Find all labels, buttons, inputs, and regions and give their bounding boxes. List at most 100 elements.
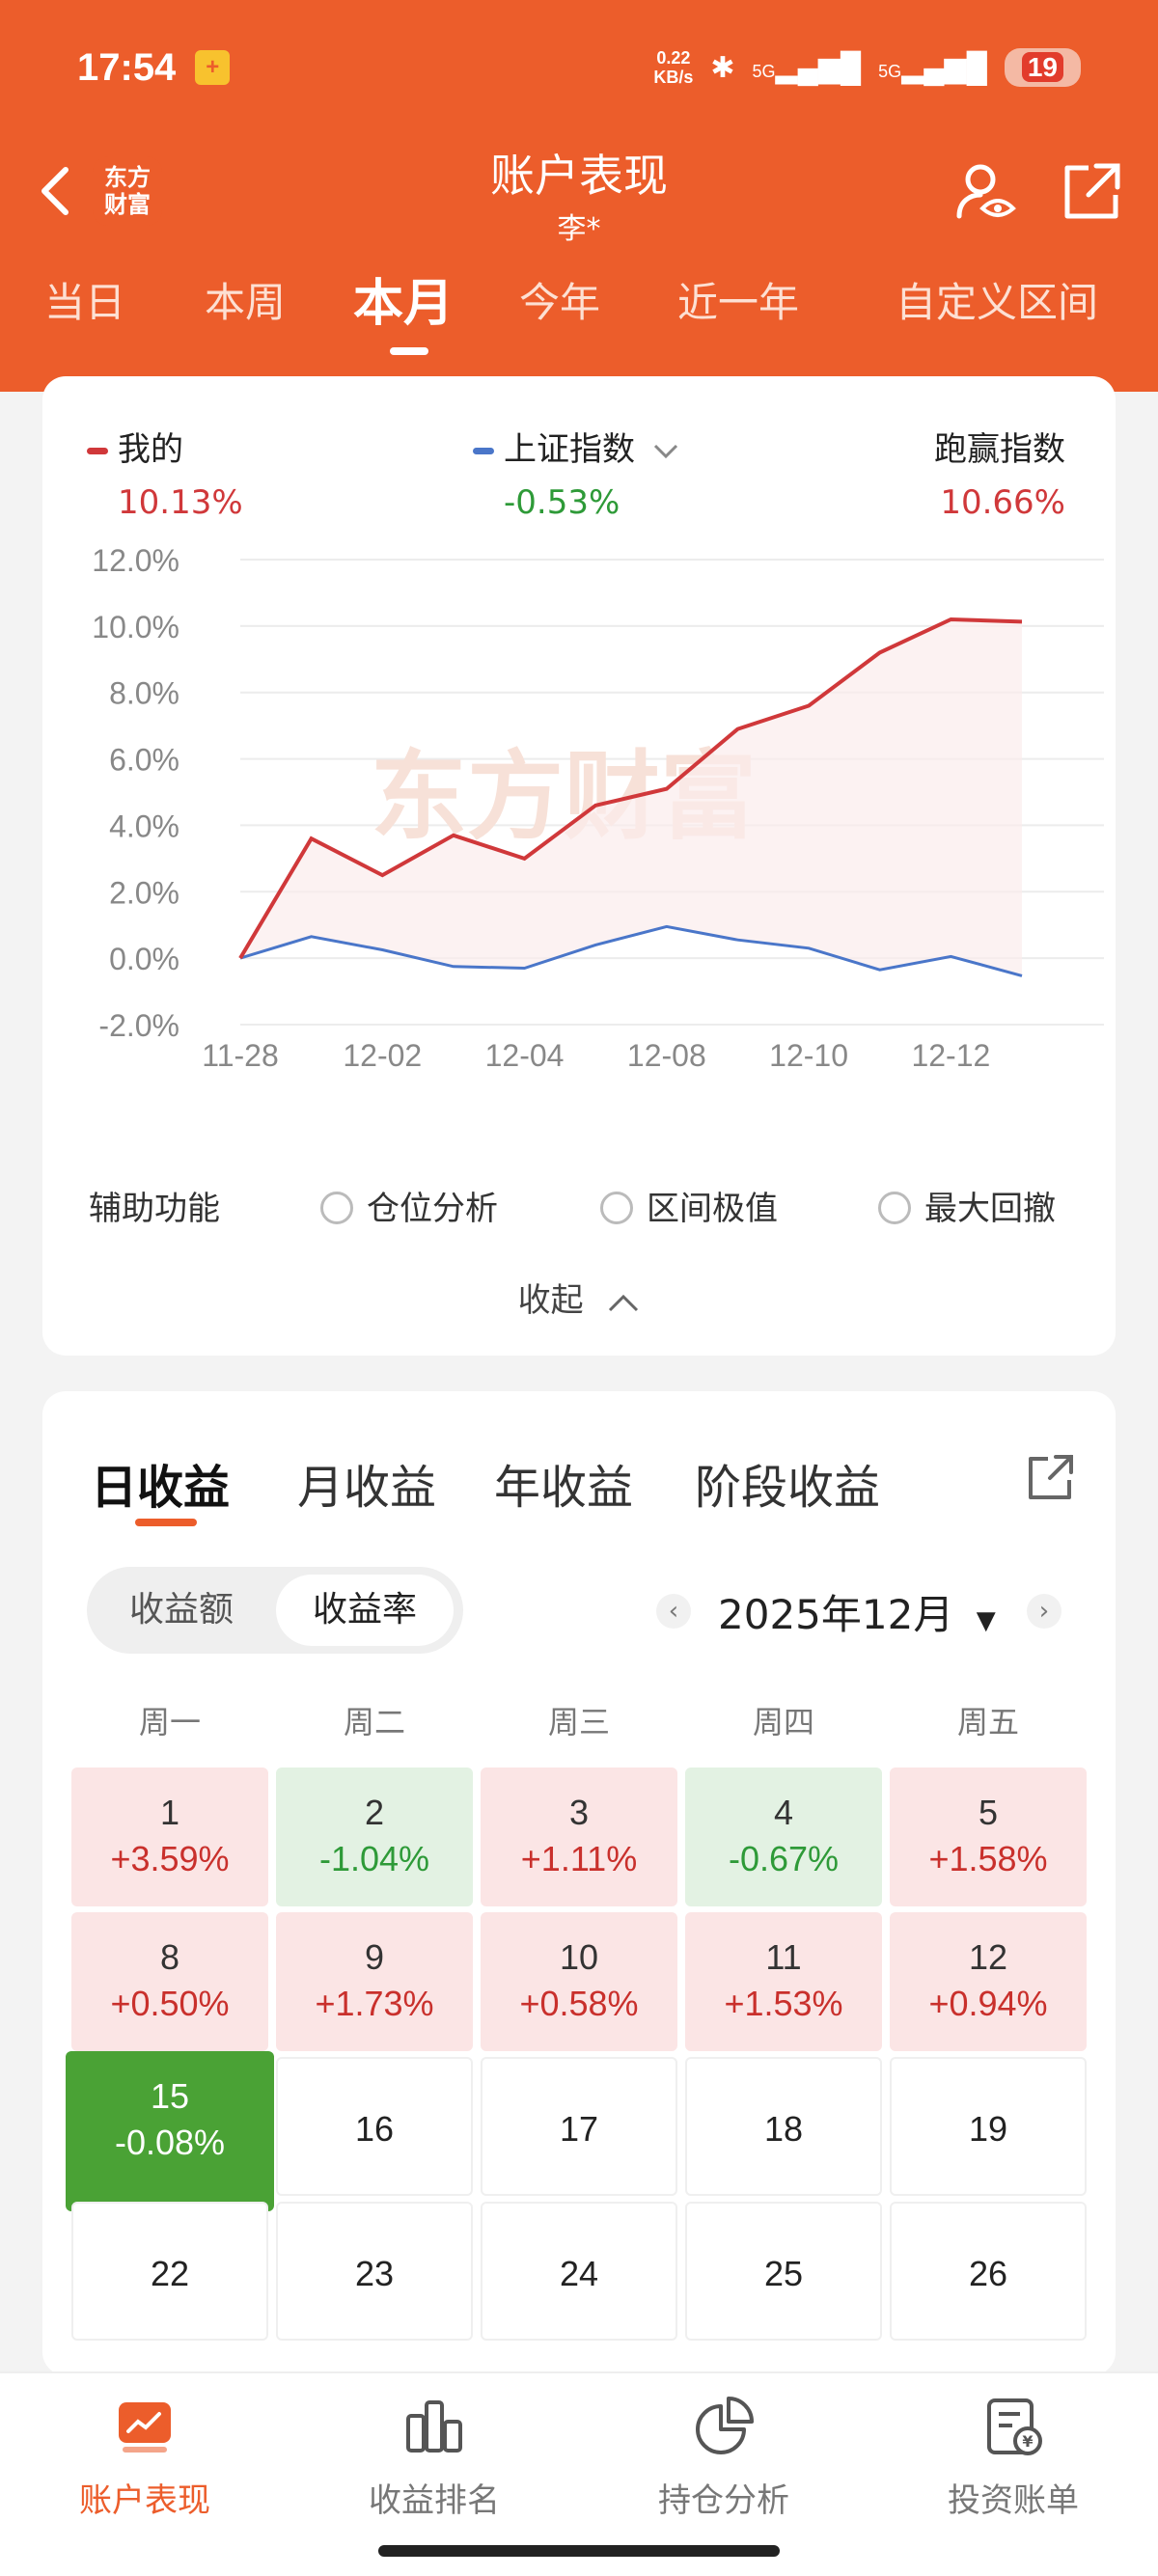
aux-label: 辅助功能: [89, 1190, 220, 1228]
aux-option-label: 区间极值: [647, 1190, 778, 1228]
legend-beat-value: 10.66%: [940, 483, 1065, 522]
nav-account-performance[interactable]: 账户表现: [0, 2393, 290, 2521]
tab-week[interactable]: 本周: [205, 279, 287, 326]
day-return: +1.58%: [928, 1839, 1048, 1878]
day-return: +3.59%: [110, 1839, 230, 1878]
title-bar: 东方 财富 账户表现 李*: [0, 135, 1158, 251]
calendar-day-16[interactable]: 16: [276, 2057, 473, 2196]
calendar-day-25[interactable]: 25: [685, 2202, 882, 2341]
calendar-day-2[interactable]: 2 -1.04%: [276, 1768, 473, 1906]
aux-option-position[interactable]: 仓位分析: [320, 1182, 498, 1229]
day-number: 23: [354, 2254, 395, 2293]
aux-option-label: 最大回撤: [924, 1190, 1056, 1228]
tab-custom-range[interactable]: 自定义区间: [896, 279, 1099, 326]
earnings-tab-indicator: [135, 1519, 197, 1526]
x-tick-label: 12-08: [627, 1038, 706, 1071]
tab-yearly-earnings[interactable]: 年收益: [494, 1461, 634, 1515]
calendar-day-19[interactable]: 19: [890, 2057, 1087, 2196]
calendar-day-12[interactable]: 12 +0.94%: [890, 1912, 1087, 2051]
tab-daily-earnings[interactable]: 日收益: [91, 1461, 231, 1515]
day-number: 4: [773, 1793, 794, 1832]
calendar-day-9[interactable]: 9 +1.73%: [276, 1912, 473, 2051]
toggle-rate[interactable]: 收益率: [276, 1575, 454, 1646]
day-number: 15: [150, 2076, 190, 2116]
toggle-amount[interactable]: 收益额: [128, 1590, 234, 1630]
svg-text:¥: ¥: [1022, 2432, 1033, 2451]
bottom-navigation: 账户表现 收益排名 持仓分析 ¥ 投资账单: [0, 2371, 1158, 2576]
calendar-day-11[interactable]: 11 +1.53%: [685, 1912, 882, 2051]
calendar-day-22[interactable]: 22: [71, 2202, 268, 2341]
aux-option-drawdown[interactable]: 最大回撤: [878, 1182, 1056, 1229]
calendar-day-24[interactable]: 24: [481, 2202, 677, 2341]
day-return: +1.11%: [520, 1839, 638, 1878]
tab-monthly-earnings[interactable]: 月收益: [297, 1461, 437, 1515]
y-tick-label: 10.0%: [92, 610, 179, 644]
y-tick-label: 8.0%: [109, 676, 179, 711]
calendar-day-4[interactable]: 4 -0.67%: [685, 1768, 882, 1906]
x-tick-label: 12-12: [911, 1038, 990, 1071]
calendar-day-23[interactable]: 23: [276, 2202, 473, 2341]
month-selector[interactable]: 2025年12月 ▼: [718, 1582, 996, 1641]
day-number: 22: [150, 2254, 190, 2293]
calendar-day-1[interactable]: 1 +3.59%: [71, 1768, 268, 1906]
legend-mine-value: 10.13%: [118, 483, 243, 522]
caret-down-icon: ▼: [976, 1606, 996, 1635]
day-return: +0.94%: [928, 1984, 1048, 2023]
calendar-day-10[interactable]: 10 +0.58%: [481, 1912, 677, 2051]
day-return: -1.04%: [318, 1839, 430, 1878]
calendar-day-17[interactable]: 17: [481, 2057, 677, 2196]
performance-chart-card: 我的 10.13% 上证指数 -0.53% 跑赢指数 10.66% 东方财富 1…: [42, 376, 1116, 1356]
day-return: -0.08%: [114, 2123, 226, 2162]
weekday-wed: 周三: [547, 1704, 610, 1740]
tab-stage-earnings[interactable]: 阶段收益: [695, 1461, 881, 1515]
y-tick-label: 4.0%: [109, 808, 179, 843]
logo-line2: 财富: [104, 191, 151, 218]
tab-month[interactable]: 本月: [353, 275, 455, 333]
radio-icon[interactable]: [600, 1191, 633, 1224]
day-number: 17: [559, 2109, 599, 2149]
calendar-day-5[interactable]: 5 +1.58%: [890, 1768, 1087, 1906]
share-icon[interactable]: [1058, 158, 1125, 226]
logo-line1: 东方: [104, 164, 151, 191]
return-line-chart[interactable]: 东方财富 12.0%10.0%8.0%6.0%4.0%2.0%0.0%-2.0%…: [42, 531, 1116, 1071]
calendar-day-8[interactable]: 8 +0.50%: [71, 1912, 268, 2051]
day-number: 1: [159, 1793, 180, 1832]
aux-option-extreme[interactable]: 区间极值: [600, 1182, 778, 1229]
prev-month-icon[interactable]: ‹: [656, 1594, 691, 1629]
back-arrow-icon[interactable]: [37, 162, 75, 220]
tab-last-year[interactable]: 近一年: [677, 279, 800, 326]
page-title: 账户表现: [490, 150, 668, 202]
aux-functions: 辅助功能 仓位分析 区间极值 最大回撤: [89, 1182, 1069, 1230]
net-speed: 0.22 KB/s: [653, 48, 693, 87]
export-icon[interactable]: [1023, 1451, 1077, 1505]
bar-rank-icon: [406, 2400, 462, 2453]
nav-earnings-rank[interactable]: 收益排名: [290, 2393, 579, 2521]
x-tick-label: 12-10: [769, 1038, 848, 1071]
weekday-fri: 周五: [956, 1704, 1019, 1740]
day-return: -0.67%: [728, 1839, 840, 1878]
tab-year[interactable]: 今年: [519, 279, 601, 326]
day-number: 2: [364, 1793, 385, 1832]
day-return: +0.50%: [110, 1984, 230, 2023]
radio-icon[interactable]: [878, 1191, 911, 1224]
collapse-button[interactable]: 收起: [42, 1274, 1116, 1321]
signal-bars-icon: ▂▄▆█: [775, 51, 862, 84]
next-month-icon[interactable]: ›: [1027, 1594, 1062, 1629]
calendar-day-18[interactable]: 18: [685, 2057, 882, 2196]
calendar-day-15[interactable]: 15 -0.08%: [66, 2051, 274, 2211]
calendar-day-26[interactable]: 26: [890, 2202, 1087, 2341]
collapse-label: 收起: [517, 1281, 584, 1320]
radio-icon[interactable]: [320, 1191, 353, 1224]
legend-mine: 我的 10.13%: [87, 423, 243, 522]
chevron-down-icon[interactable]: [651, 442, 680, 461]
day-number: 19: [968, 2109, 1008, 2149]
calendar-day-3[interactable]: 3 +1.11%: [481, 1768, 677, 1906]
privacy-eye-icon[interactable]: [953, 158, 1021, 226]
legend-index-label: 上证指数: [504, 430, 635, 469]
day-return: +0.58%: [519, 1984, 639, 2023]
home-indicator[interactable]: [378, 2545, 780, 2557]
nav-investment-bill[interactable]: ¥ 投资账单: [868, 2393, 1158, 2521]
legend-index[interactable]: 上证指数 -0.53%: [473, 423, 680, 522]
nav-holdings-analysis[interactable]: 持仓分析: [579, 2393, 868, 2521]
tab-today[interactable]: 当日: [44, 279, 126, 326]
